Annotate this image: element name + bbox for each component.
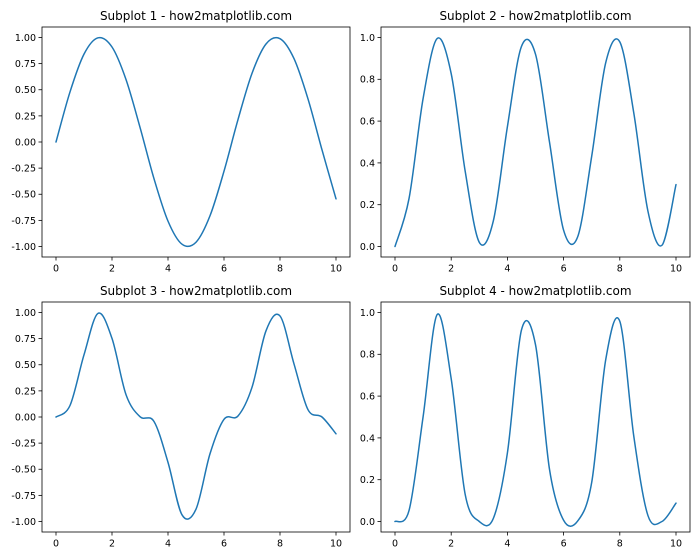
y-tick-label: 1.00 — [15, 33, 36, 44]
x-tick-label: 8 — [617, 539, 623, 550]
x-tick-label: 2 — [109, 539, 115, 550]
x-tick-label: 8 — [617, 264, 623, 275]
x-tick-label: 0 — [392, 539, 398, 550]
x-tick-label: 2 — [109, 264, 115, 275]
y-tick-label: -0.50 — [11, 465, 36, 476]
y-tick-label: 1.0 — [360, 308, 375, 319]
subplot-title: Subplot 1 - how2matplotlib.com — [100, 9, 292, 23]
y-tick-label: 0.50 — [15, 85, 36, 96]
subplot-title: Subplot 4 - how2matplotlib.com — [439, 284, 631, 298]
subplot-2: Subplot 2 - how2matplotlib.com 0 2 4 6 8 10 0.0… — [360, 9, 691, 275]
x-tick-label: 6 — [561, 539, 567, 550]
y-tick-label: 0.8 — [360, 75, 375, 86]
y-tick-label: 0.6 — [360, 392, 375, 403]
y-tick-label: 0.00 — [15, 412, 36, 423]
x-tick-label: 4 — [165, 264, 171, 275]
y-tick-label: 0.25 — [15, 386, 36, 397]
x-tick-label: 8 — [277, 539, 283, 550]
subplot-4: Subplot 4 - how2matplotlib.com 0 2 4 6 8 10 0.0… — [360, 284, 691, 550]
y-tick-label: 0.50 — [15, 360, 36, 371]
y-tick-label: 0.2 — [360, 475, 375, 486]
y-tick-label: 0.25 — [15, 111, 36, 122]
series-line-1 — [394, 313, 677, 527]
x-tick-label: 0 — [392, 264, 398, 275]
subplot-3: Subplot 3 - how2matplotlib.com 0 2 4 6 8 10 -1.… — [11, 284, 351, 550]
y-tick-label: -0.25 — [11, 164, 36, 175]
y-tick-label: 1.00 — [15, 308, 36, 319]
x-tick-label: 10 — [330, 264, 342, 275]
x-tick-label: 10 — [330, 539, 342, 550]
x-tick-label: 2 — [448, 539, 454, 550]
x-tick-label: 6 — [561, 264, 567, 275]
x-tick-label: 10 — [670, 264, 682, 275]
series-line-1 — [394, 37, 677, 248]
y-tick-label: 0.0 — [360, 242, 375, 253]
x-tick-label: 2 — [448, 264, 454, 275]
series-line-1 — [55, 36, 337, 248]
y-tick-label: 0.6 — [360, 117, 375, 128]
y-tick-label: -0.25 — [11, 439, 36, 450]
y-tick-label: 0.75 — [15, 334, 36, 345]
y-tick-label: 0.00 — [15, 137, 36, 148]
axes-frame — [380, 301, 691, 533]
y-tick-label: 0.75 — [15, 59, 36, 70]
x-tick-label: 6 — [221, 539, 227, 550]
y-tick-label: -0.75 — [11, 491, 36, 502]
y-tick-label: -0.75 — [11, 216, 36, 227]
x-tick-label: 10 — [670, 539, 682, 550]
axes-frame — [380, 26, 691, 258]
series-line-1 — [55, 312, 337, 520]
x-tick-label: 4 — [504, 264, 510, 275]
subplot-title: Subplot 3 - how2matplotlib.com — [100, 284, 292, 298]
y-tick-label: 0.0 — [360, 517, 375, 528]
x-tick-label: 8 — [277, 264, 283, 275]
y-tick-label: -1.00 — [11, 242, 36, 253]
subplot-title: Subplot 2 - how2matplotlib.com — [439, 9, 631, 23]
x-tick-label: 6 — [221, 264, 227, 275]
y-tick-label: 0.4 — [360, 433, 375, 444]
axes-frame — [41, 26, 351, 258]
x-tick-label: 4 — [165, 539, 171, 550]
x-tick-label: 4 — [504, 539, 510, 550]
y-tick-label: 0.4 — [360, 158, 375, 169]
axes-frame — [41, 301, 351, 533]
y-tick-label: -1.00 — [11, 517, 36, 528]
x-tick-label: 0 — [53, 539, 59, 550]
y-tick-label: 1.0 — [360, 33, 375, 44]
y-tick-label: 0.8 — [360, 350, 375, 361]
x-tick-label: 0 — [53, 264, 59, 275]
subplot-1: Subplot 1 - how2matplotlib.com 0 2 4 6 8 10 -1.… — [11, 9, 351, 275]
y-tick-label: 0.2 — [360, 200, 375, 211]
y-tick-label: -0.50 — [11, 190, 36, 201]
